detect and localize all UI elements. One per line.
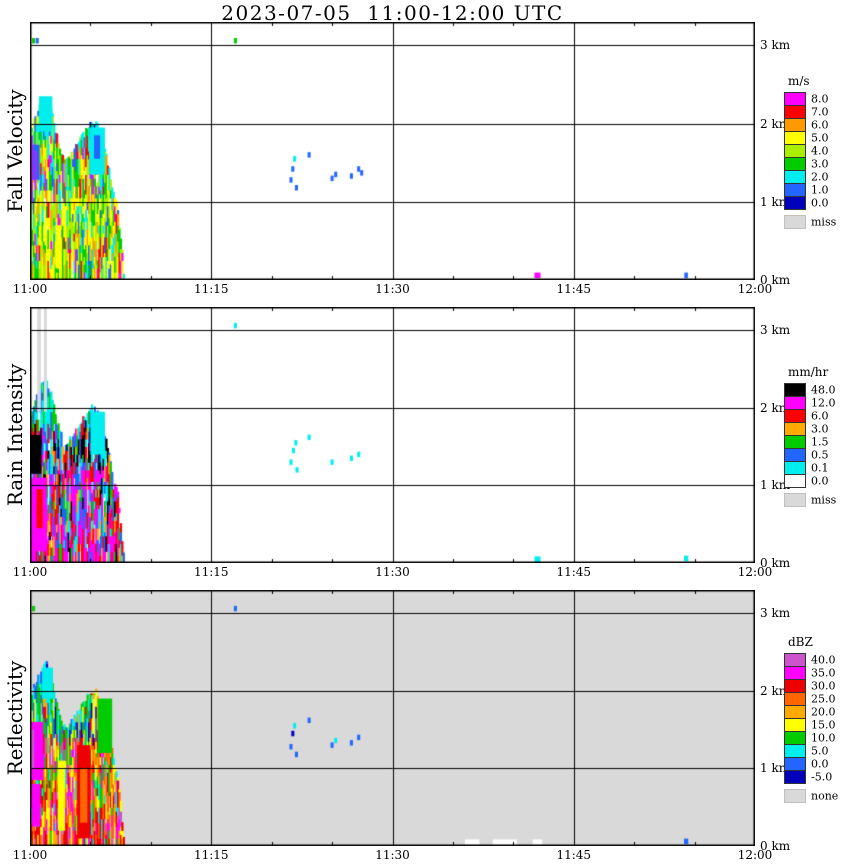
height-tick-label: 3 km [760, 38, 791, 53]
legend-label: 0.5 [811, 448, 829, 461]
fall-velocity-legend-units: m/s [788, 74, 810, 88]
legend-swatch [784, 183, 806, 197]
legend-swatch [784, 157, 806, 171]
time-tick-label: 11:15 [193, 565, 229, 579]
legend-label: 0.0 [811, 474, 829, 487]
legend-swatch [784, 131, 806, 145]
time-tick-label: 11:45 [556, 848, 592, 862]
legend-swatch [784, 678, 806, 693]
figure-title: 2023-07-05 11:00-12:00 UTC [221, 1, 564, 25]
height-tick-label: 0 km [760, 839, 791, 853]
legend-label: -5.0 [811, 770, 833, 783]
legend-swatch [784, 408, 806, 423]
legend-swatch [784, 434, 806, 449]
legend-missing-swatch [784, 788, 806, 803]
legend-label: 7.0 [811, 105, 829, 119]
height-tick-label: 0 km [760, 556, 791, 570]
legend-label: 6.0 [811, 118, 829, 132]
fall-velocity-heatmap [30, 22, 755, 280]
legend-label: 3.0 [811, 422, 829, 435]
time-tick-label: 12:00 [737, 848, 773, 862]
time-tick-label: 11:00 [12, 848, 48, 862]
legend-swatch [784, 196, 806, 210]
legend-label: 8.0 [811, 92, 829, 106]
height-tick-label: 1 km [760, 194, 791, 209]
legend-swatch [784, 447, 806, 462]
height-tick-label: 2 km [760, 116, 791, 131]
time-tick-label: 11:00 [12, 565, 48, 579]
legend-label: 20.0 [811, 705, 836, 718]
time-tick-label: 11:45 [556, 565, 592, 579]
time-tick-label: 12:00 [737, 565, 773, 579]
legend-missing-label: miss [811, 215, 837, 229]
legend-missing-swatch [784, 215, 806, 229]
rain-intensity-axis-title: Rain Intensity [3, 363, 27, 507]
legend-swatch [784, 665, 806, 680]
legend-swatch [784, 395, 806, 410]
legend-swatch [784, 460, 806, 475]
time-tick-label: 12:00 [737, 282, 773, 296]
height-tick-label: 3 km [760, 606, 791, 621]
legend-label: 40.0 [811, 653, 836, 666]
legend-label: 0.0 [811, 757, 829, 770]
legend-swatch [784, 144, 806, 158]
time-tick-label: 11:15 [193, 848, 229, 862]
legend-swatch [784, 105, 806, 119]
legend-swatch [784, 756, 806, 771]
reflectivity-axis-title: Reflectivity [3, 660, 27, 776]
height-tick-label: 2 km [760, 683, 791, 698]
time-tick-label: 11:45 [556, 282, 592, 296]
legend-swatch [784, 170, 806, 184]
legend-missing-swatch [784, 492, 806, 507]
legend-label: 30.0 [811, 679, 836, 692]
legend-label: 3.0 [811, 157, 829, 171]
time-tick-label: 11:30 [375, 565, 410, 579]
legend-label: 1.5 [811, 435, 829, 448]
legend-swatch [784, 118, 806, 132]
legend-label: 35.0 [811, 666, 836, 679]
legend-label: 48.0 [811, 383, 836, 396]
time-tick-label: 11:30 [375, 282, 410, 296]
height-tick-label: 3 km [760, 323, 791, 338]
legend-swatch [784, 730, 806, 745]
legend-swatch [784, 769, 806, 784]
reflectivity-heatmap [30, 590, 755, 846]
height-tick-label: 2 km [760, 400, 791, 415]
height-tick-label: 0 km [760, 273, 791, 287]
legend-label: 1.0 [811, 183, 829, 197]
fall-velocity-axis-title: Fall Velocity [3, 89, 27, 213]
legend-swatch [784, 382, 806, 397]
height-tick-label: 1 km [760, 761, 791, 776]
legend-swatch [784, 652, 806, 667]
legend-label: 0.0 [811, 196, 829, 210]
legend-missing-label: miss [811, 493, 837, 506]
legend-swatch [784, 743, 806, 758]
legend-missing-label: none [811, 789, 839, 802]
legend-label: 15.0 [811, 718, 836, 731]
legend-label: 2.0 [811, 170, 829, 184]
time-tick-label: 11:00 [12, 282, 48, 296]
legend-label: 5.0 [811, 131, 829, 145]
legend-swatch [784, 92, 806, 106]
reflectivity-legend-units: dBZ [788, 634, 813, 649]
legend-swatch [784, 421, 806, 436]
legend-swatch [784, 717, 806, 732]
time-tick-label: 11:15 [193, 282, 229, 296]
legend-label: 0.1 [811, 461, 829, 474]
legend-label: 12.0 [811, 396, 836, 409]
legend-swatch [784, 691, 806, 706]
rain-intensity-legend-units: mm/hr [788, 364, 829, 379]
legend-label: 6.0 [811, 409, 829, 422]
time-tick-label: 11:30 [375, 848, 410, 862]
height-tick-label: 1 km [760, 478, 791, 493]
legend-label: 4.0 [811, 144, 829, 158]
rain-intensity-heatmap [30, 307, 755, 563]
legend-swatch [784, 473, 806, 488]
legend-label: 10.0 [811, 731, 836, 744]
legend-label: 25.0 [811, 692, 836, 705]
legend-swatch [784, 704, 806, 719]
legend-label: 5.0 [811, 744, 829, 757]
